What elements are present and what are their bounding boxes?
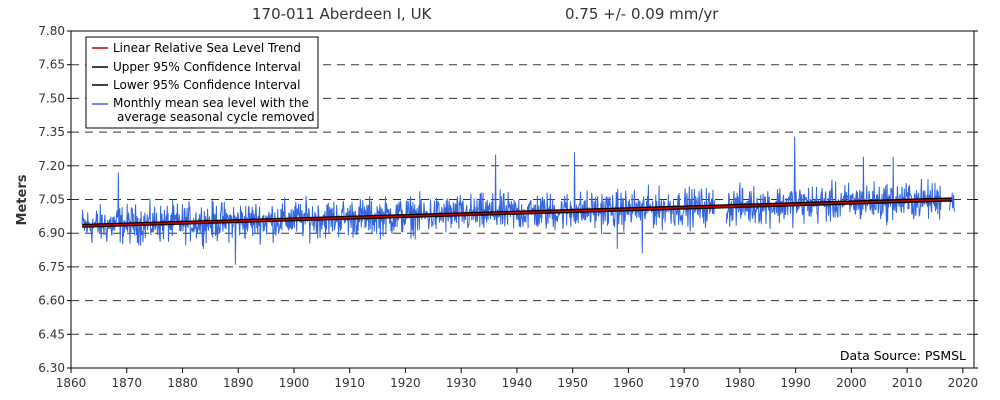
x-tick-label: 1960 bbox=[613, 376, 644, 390]
x-tick-label: 1980 bbox=[725, 376, 756, 390]
x-tick-label: 1940 bbox=[502, 376, 533, 390]
chart-title-station: 170-011 Aberdeen I, UK bbox=[252, 5, 433, 23]
y-axis-label: Meters bbox=[15, 174, 30, 225]
data-source-label: Data Source: PSMSL bbox=[840, 348, 966, 363]
trend-line bbox=[82, 198, 952, 227]
legend-label-upper: Upper 95% Confidence Interval bbox=[113, 60, 301, 74]
x-tick-label: 1910 bbox=[334, 376, 365, 390]
x-tick-label: 1860 bbox=[56, 376, 87, 390]
trend-series bbox=[82, 197, 952, 228]
x-tick-label: 2000 bbox=[836, 376, 867, 390]
x-tick-label: 1990 bbox=[780, 376, 811, 390]
y-tick-label: 7.05 bbox=[38, 193, 65, 207]
y-tick-label: 7.80 bbox=[38, 24, 65, 38]
y-tick-label: 6.90 bbox=[38, 226, 65, 240]
y-tick-label: 7.20 bbox=[38, 159, 65, 173]
chart-title-trend: 0.75 +/- 0.09 mm/yr bbox=[565, 5, 719, 23]
x-tick-label: 1900 bbox=[279, 376, 310, 390]
y-tick-label: 6.75 bbox=[38, 260, 65, 274]
legend-label-lower: Lower 95% Confidence Interval bbox=[113, 78, 301, 92]
x-tick-label: 2020 bbox=[948, 376, 979, 390]
legend-label-monthly: Monthly mean sea level with the bbox=[113, 96, 309, 110]
y-tick-label: 6.30 bbox=[38, 361, 65, 375]
legend-box bbox=[85, 36, 319, 129]
y-tick-label: 7.50 bbox=[38, 91, 65, 105]
y-axis-ticks: 6.30 6.45 6.60 6.75 6.90 7.05 7.20 7.35 7.50 7.65… bbox=[38, 24, 978, 375]
upper-ci-line bbox=[82, 197, 952, 226]
legend-label-trend: Linear Relative Sea Level Trend bbox=[113, 41, 301, 55]
x-tick-label: 1970 bbox=[669, 376, 700, 390]
legend: Linear Relative Sea Level Trend Upper 95… bbox=[85, 36, 319, 129]
y-tick-label: 6.45 bbox=[38, 327, 65, 341]
x-tick-label: 1880 bbox=[167, 376, 198, 390]
x-tick-label: 1870 bbox=[111, 376, 142, 390]
x-tick-label: 1950 bbox=[557, 376, 588, 390]
x-tick-label: 1890 bbox=[223, 376, 254, 390]
gridlines bbox=[71, 64, 974, 335]
x-axis-ticks: 1860 1870 1880 1890 1900 1910 1920 1930 1940 1950… bbox=[56, 368, 978, 390]
y-tick-label: 7.35 bbox=[38, 125, 65, 139]
y-tick-label: 6.60 bbox=[38, 294, 65, 308]
x-tick-label: 1920 bbox=[390, 376, 421, 390]
legend-label-monthly-line2: average seasonal cycle removed bbox=[117, 110, 315, 124]
x-tick-label: 2010 bbox=[892, 376, 923, 390]
lower-ci-line bbox=[82, 200, 952, 228]
y-tick-label: 7.65 bbox=[38, 58, 65, 72]
x-tick-label: 1930 bbox=[446, 376, 477, 390]
